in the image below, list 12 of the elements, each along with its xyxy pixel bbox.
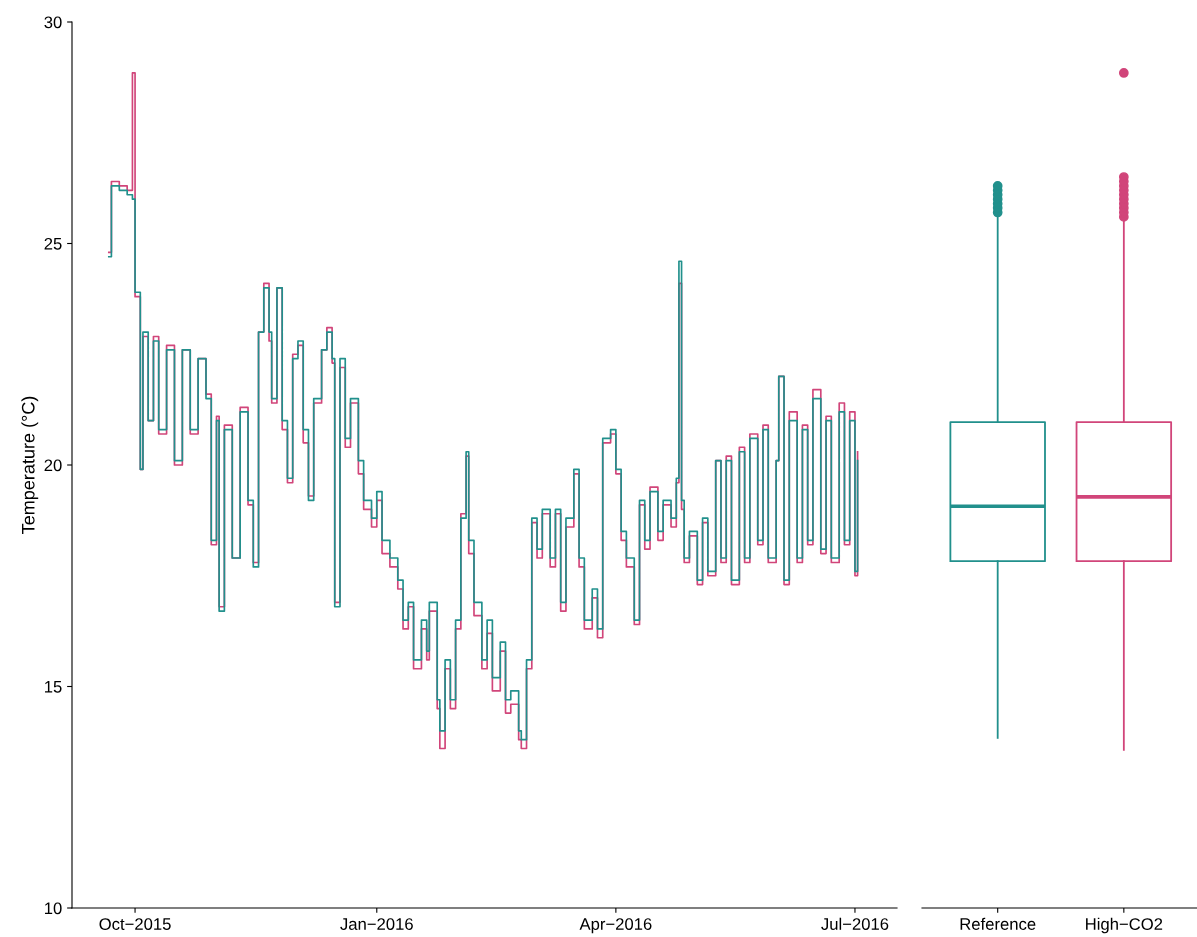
y-tick-label: 15 (45, 681, 62, 693)
y-tick-label: 25 (44, 237, 62, 250)
x-tick-label: Reference (960, 917, 1036, 930)
x-tick-label: Jan−2016 (340, 918, 413, 930)
y-tick-label: 30 (44, 16, 62, 29)
y-axis-title: Temperature (°C) (21, 396, 39, 534)
y-tick-label: 20 (44, 459, 62, 472)
x-tick-label: Apr−2016 (579, 918, 652, 934)
y-tick-label: 10 (45, 902, 62, 915)
x-tick-label: Oct−2015 (99, 918, 171, 930)
x-tick-label: Jul−2016 (821, 917, 889, 930)
x-tick-label: High−CO2 (1086, 917, 1163, 934)
